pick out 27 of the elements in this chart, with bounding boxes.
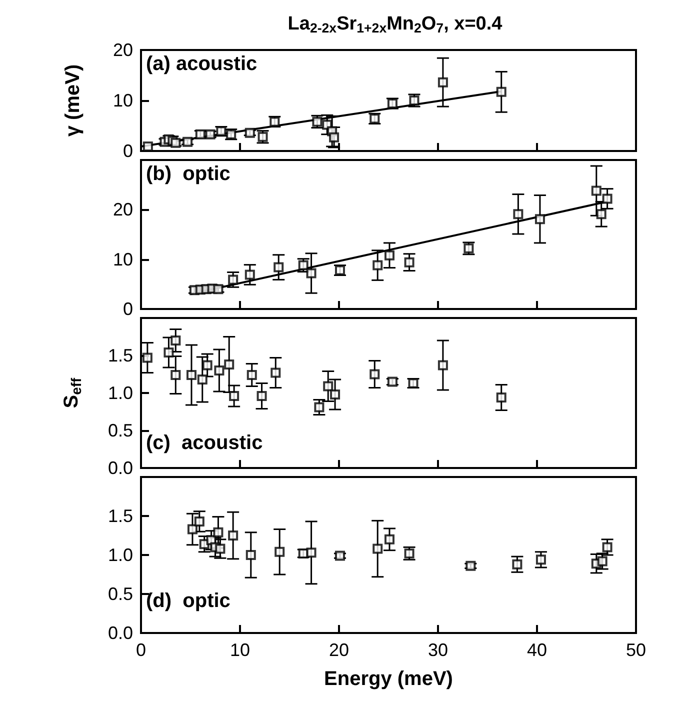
y-tick-label: 1.5 bbox=[108, 506, 133, 526]
x-tick-label: 0 bbox=[136, 640, 146, 660]
x-tick-label: 40 bbox=[526, 640, 548, 660]
y-tick-label: 20 bbox=[112, 200, 133, 220]
y-tick-label: 0.0 bbox=[108, 458, 133, 478]
y-tick-label: 0.5 bbox=[108, 420, 133, 440]
y-axis-title: γ (meV) bbox=[62, 64, 84, 137]
y-axis-title: Seff bbox=[60, 377, 84, 408]
y-tick-label: 20 bbox=[112, 40, 133, 60]
annotation: (c) acoustic bbox=[146, 432, 263, 454]
y-tick-label: 1.0 bbox=[108, 383, 133, 403]
x-tick-label: 10 bbox=[230, 640, 250, 660]
x-tick-label: 50 bbox=[626, 640, 646, 660]
x-tick-label: 20 bbox=[328, 640, 350, 660]
y-tick-label: 0 bbox=[122, 299, 133, 319]
y-tick-label: 0 bbox=[122, 141, 133, 161]
x-tick-label: 30 bbox=[428, 640, 448, 660]
x-axis-title: Energy (meV) bbox=[324, 668, 453, 690]
y-tick-label: 0.5 bbox=[108, 584, 133, 604]
y-tick-label: 10 bbox=[112, 249, 133, 270]
annotation: (a) acoustic bbox=[146, 53, 258, 75]
annotation: (d) optic bbox=[146, 590, 230, 612]
y-tick-label: 1.5 bbox=[108, 346, 133, 366]
y-tick-label: 0.0 bbox=[108, 623, 133, 643]
y-tick-label: 1.0 bbox=[108, 545, 133, 565]
annotation: (b) optic bbox=[146, 163, 230, 185]
y-tick-label: 10 bbox=[112, 90, 133, 110]
